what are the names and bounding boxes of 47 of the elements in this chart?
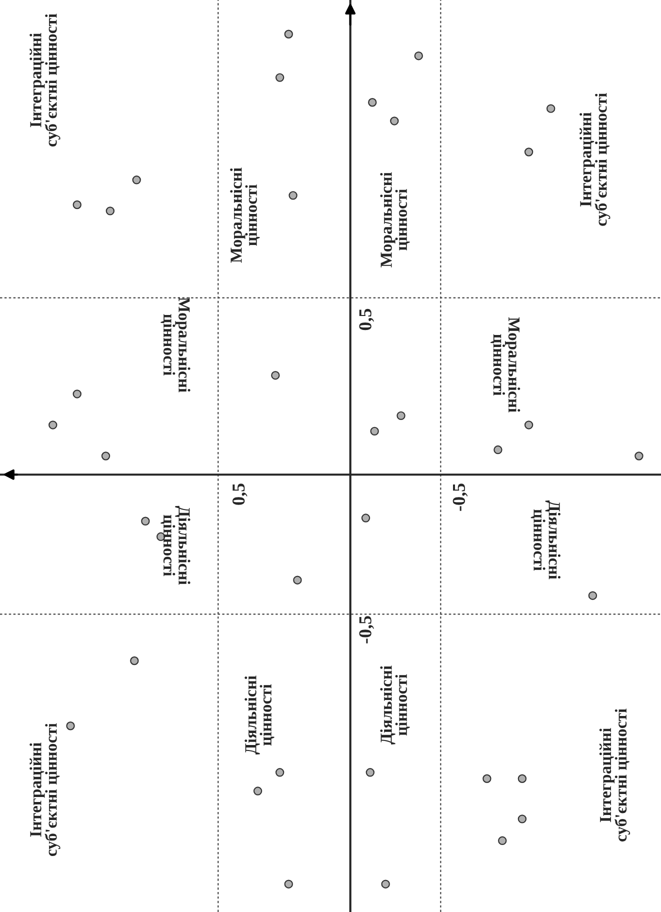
point (396, 411, 406, 420)
annotation: Діяльнісні цінності (160, 506, 190, 585)
point (141, 516, 150, 526)
point (588, 591, 598, 600)
annotation: Моральнісні цінності (160, 297, 190, 392)
point (361, 514, 370, 522)
point (546, 104, 556, 113)
point (293, 576, 302, 584)
point (524, 420, 534, 430)
point (284, 880, 293, 888)
point (381, 880, 390, 888)
point (288, 191, 298, 200)
point (72, 390, 82, 398)
point (482, 774, 492, 783)
point (101, 452, 110, 460)
annotation: Діяльнісні цінності (530, 500, 560, 580)
point (253, 786, 262, 796)
point (48, 420, 58, 430)
point (284, 30, 293, 38)
point (368, 98, 377, 107)
annotation: Інтеграційні суб'єктні цінності (599, 708, 630, 842)
annotation: Діяльнісні цінності (244, 676, 274, 754)
point (130, 656, 139, 666)
point (498, 836, 507, 846)
point (518, 774, 527, 783)
point (72, 200, 82, 210)
point (414, 51, 423, 60)
point (106, 206, 115, 216)
annotation: Діяльнісні цінності (380, 666, 410, 744)
point (275, 768, 284, 777)
annotation: Інтеграційні суб'єктні цінності (30, 14, 60, 146)
point (524, 148, 534, 156)
annotation: Інтеграційні суб'єктні цінності (580, 93, 610, 226)
point (634, 452, 644, 460)
point (66, 722, 75, 730)
point (132, 176, 141, 184)
point (366, 768, 375, 777)
point (390, 116, 399, 126)
annotation: Інтеграційні суб'єктні цінності (30, 723, 60, 856)
point (370, 426, 379, 436)
annotation: Моральнісні цінності (230, 168, 260, 263)
point (275, 73, 284, 82)
annotation: Моральнісні цінності (490, 317, 520, 412)
point (271, 370, 280, 380)
annotation: Моральнісні цінності (380, 172, 410, 268)
point (518, 814, 527, 824)
point (494, 445, 502, 454)
